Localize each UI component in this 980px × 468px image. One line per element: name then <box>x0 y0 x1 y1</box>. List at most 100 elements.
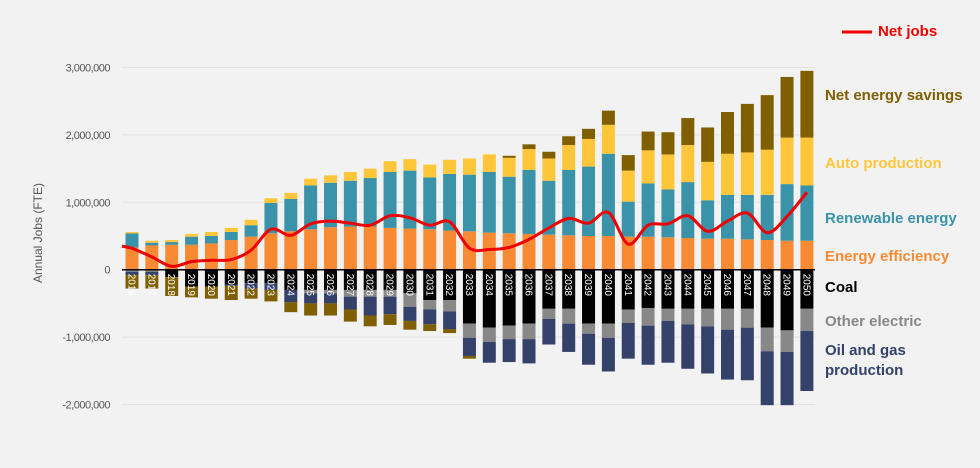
bar-segment <box>224 269 238 285</box>
bar-segment <box>760 194 774 241</box>
bar-segment <box>740 103 754 153</box>
bar-segment <box>284 198 298 232</box>
bar-segment <box>343 289 357 297</box>
legend-net-jobs: Net jobs <box>878 23 938 40</box>
bar-segment <box>304 303 318 316</box>
bar-segment <box>204 243 218 270</box>
bar-segment <box>443 269 457 301</box>
bar-segment <box>522 149 536 170</box>
bar-segment <box>423 269 437 301</box>
bar-segment <box>740 194 754 240</box>
x-tick-label: 2030 <box>403 274 414 297</box>
bar-segment <box>621 322 635 359</box>
bar-segment <box>601 323 615 338</box>
bar-segment <box>701 269 715 309</box>
bar-segment <box>343 269 357 290</box>
bar-segment <box>760 240 774 270</box>
bar-segment <box>721 238 734 270</box>
x-tick-label: 2044 <box>681 274 692 297</box>
bar-segment <box>145 269 159 272</box>
bar-segment <box>760 149 774 195</box>
bar-segment <box>204 286 218 299</box>
bar-segment <box>443 329 457 334</box>
bar-segment <box>403 320 417 330</box>
bar-segment <box>562 269 576 309</box>
bar-segment <box>661 269 675 309</box>
bar-segment <box>522 233 536 270</box>
bar-segment <box>304 185 318 230</box>
bar-segment <box>681 118 695 146</box>
bar-segment <box>443 173 457 231</box>
bar-segment <box>582 236 596 270</box>
bar-segment <box>542 151 556 159</box>
net-jobs-line-start <box>121 244 133 250</box>
bar-segment <box>462 269 476 324</box>
bar-segment <box>542 308 556 319</box>
bar-segment <box>185 236 199 245</box>
bar-segment <box>760 269 774 328</box>
x-tick-label: 2026 <box>324 274 335 297</box>
bar-segment <box>800 137 814 186</box>
bar-segment <box>244 225 258 237</box>
bar-segment <box>403 228 417 270</box>
bar-segment <box>780 351 794 406</box>
bar-segment <box>304 289 318 294</box>
bar-segment <box>780 184 794 241</box>
bar-segment <box>502 155 516 158</box>
bar-segment <box>740 152 754 195</box>
bar-segment <box>482 171 496 233</box>
bar-segment <box>383 269 397 290</box>
bar-segment <box>621 309 635 323</box>
bar-segment <box>423 324 437 332</box>
x-tick-label: 2018 <box>165 274 176 297</box>
x-tick-label: 2016 <box>126 274 137 297</box>
bar-segment <box>681 308 695 325</box>
bar-segment <box>443 230 457 270</box>
bar-segment <box>363 269 377 290</box>
bar-segment <box>244 288 258 299</box>
bar-segment <box>800 70 814 138</box>
bar-segment <box>582 323 596 334</box>
bar-segment <box>363 168 377 179</box>
x-tick-label: 2028 <box>364 274 375 297</box>
bar-segment <box>244 269 258 284</box>
bar-segment <box>661 154 675 190</box>
bar-segment <box>145 271 159 276</box>
bar-segment <box>621 201 635 237</box>
bar-segment <box>601 269 615 324</box>
bar-segment <box>641 269 655 309</box>
bar-segment <box>721 308 734 330</box>
bar-segment <box>582 166 596 236</box>
bar-segment <box>304 293 318 304</box>
y-tick-label: -2,000,000 <box>62 400 110 412</box>
bar-segment <box>462 231 476 270</box>
bar-segment <box>601 124 615 154</box>
y-tick-label: 2,000,000 <box>66 130 111 142</box>
x-tick-label: 2035 <box>503 274 514 297</box>
bar-segment <box>343 180 357 227</box>
bar-segment <box>383 161 397 172</box>
bar-segment <box>482 232 496 270</box>
x-tick-label: 2049 <box>781 274 792 297</box>
bar-segment <box>800 331 814 392</box>
bar-segment <box>423 164 437 178</box>
x-tick-label: 2032 <box>443 274 454 297</box>
bar-segment <box>304 229 318 270</box>
bar-segment <box>522 323 536 340</box>
bar-segment <box>165 242 179 245</box>
bar-segment <box>423 300 437 310</box>
bar-segment <box>562 323 576 352</box>
bar-segment <box>522 169 536 234</box>
bar-segment <box>582 128 596 139</box>
bar-segment <box>363 178 377 227</box>
bar-segment <box>721 329 734 380</box>
bar-segment <box>740 327 754 381</box>
bar-segment <box>701 308 715 327</box>
bar-segment <box>701 161 715 201</box>
bar-segment <box>145 240 159 243</box>
legend-energy-efficiency: Energy efficiency <box>825 248 950 265</box>
x-tick-label: 2046 <box>721 274 732 297</box>
bar-segment <box>224 227 238 232</box>
bar-segment <box>244 283 258 289</box>
